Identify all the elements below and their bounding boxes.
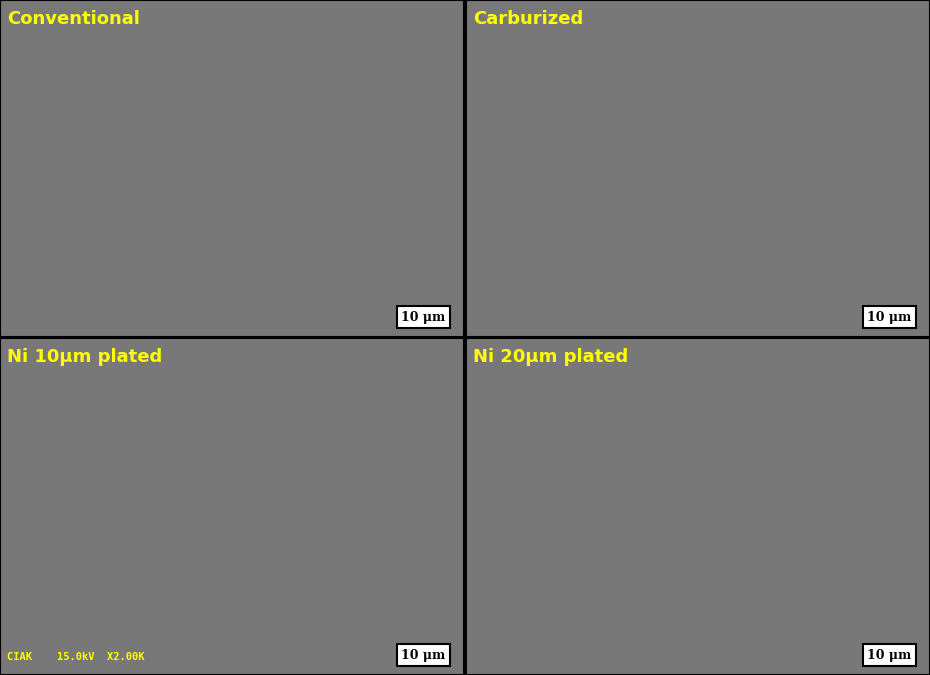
- Text: Ni 20μm plated: Ni 20μm plated: [472, 348, 628, 366]
- Text: 10 μm: 10 μm: [402, 310, 445, 323]
- Text: Ni 10μm plated: Ni 10μm plated: [7, 348, 162, 366]
- Text: CIAK    15.0kV  X2.00K: CIAK 15.0kV X2.00K: [7, 651, 144, 662]
- Text: 10 μm: 10 μm: [867, 310, 911, 323]
- Text: Carburized: Carburized: [472, 10, 583, 28]
- Text: 10 μm: 10 μm: [402, 649, 445, 662]
- Text: 10 μm: 10 μm: [867, 649, 911, 662]
- Text: Conventional: Conventional: [7, 10, 139, 28]
